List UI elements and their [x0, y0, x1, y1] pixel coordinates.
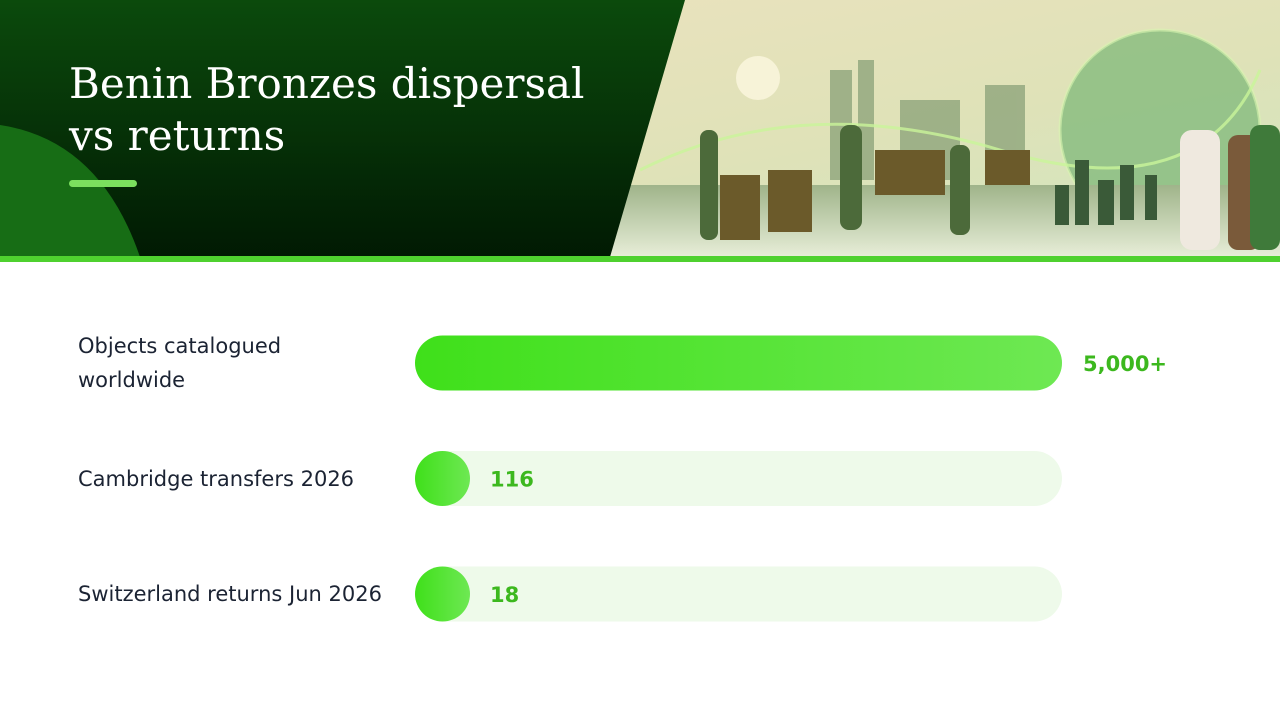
bar-track: [415, 566, 1062, 622]
category-label: Objects catalogued worldwide: [78, 334, 282, 392]
bar: [415, 566, 470, 622]
bar-track: [415, 451, 1062, 506]
category-label: Switzerland returns Jun 2026: [78, 582, 382, 606]
bar: [415, 451, 470, 506]
value-label: 116: [490, 468, 534, 492]
bar: [415, 335, 1062, 391]
header-art: [0, 0, 1280, 262]
value-label: 18: [490, 583, 519, 607]
value-label: 5,000+: [1083, 352, 1167, 376]
title-accent: [69, 180, 137, 187]
category-label: Cambridge transfers 2026: [78, 466, 355, 491]
chart-title: Benin Bronzes dispersal vs returns: [69, 59, 585, 160]
header: Benin Bronzes dispersal vs returns: [0, 0, 1280, 262]
chart: 5,000+ 116 18: [415, 335, 1167, 622]
